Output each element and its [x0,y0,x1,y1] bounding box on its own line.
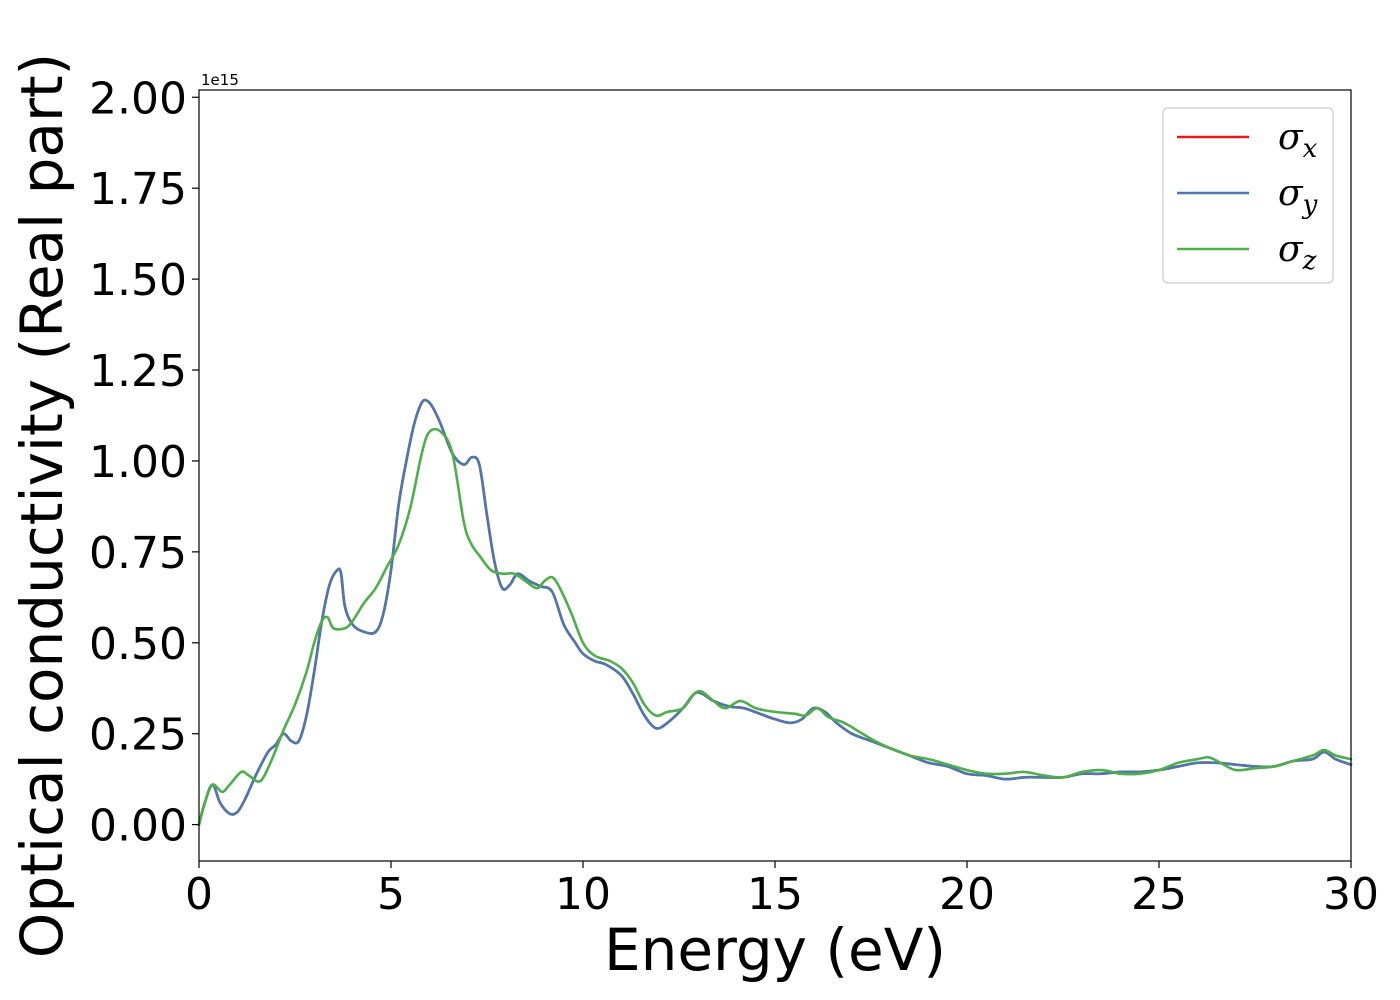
legend-box [1162,107,1334,284]
x-tick-label: 30 [1323,869,1379,920]
y-tick-label: 1.50 [89,255,187,306]
y-axis: 0.00 0.25 0.50 0.75 1.00 1.25 1.50 1.75 2.00 [89,73,199,852]
y-tick-label: 1.75 [89,164,187,215]
y-tick-label: 0.00 [89,801,187,852]
y-tick-label: 0.50 [89,619,187,670]
legend-label-x: σx [1278,117,1318,164]
x-tick-label: 0 [185,869,213,920]
x-axis-title: Energy (eV) [604,916,946,984]
y-axis-title: Optical conductivity (Real part) [8,53,76,958]
y-axis-offset-label: 1e15 [201,71,239,89]
x-tick-label: 25 [1131,869,1187,920]
x-axis: 0 5 10 15 20 25 30 [185,861,1379,920]
y-tick-label: 1.25 [89,346,187,397]
series-layer [197,398,1353,826]
x-tick-label: 10 [555,869,611,920]
y-tick-label: 2.00 [89,73,187,124]
x-tick-label: 15 [747,869,803,920]
series-line-z [197,427,1353,826]
y-tick-label: 1.00 [89,437,187,488]
x-tick-label: 20 [939,869,995,920]
legend-label-z: σz [1278,229,1317,276]
x-tick-label: 5 [377,869,405,920]
legend: σx σy σz [1162,107,1334,284]
y-tick-label: 0.75 [89,528,187,579]
legend-label-y: σy [1278,173,1318,220]
y-tick-label: 0.25 [89,710,187,761]
